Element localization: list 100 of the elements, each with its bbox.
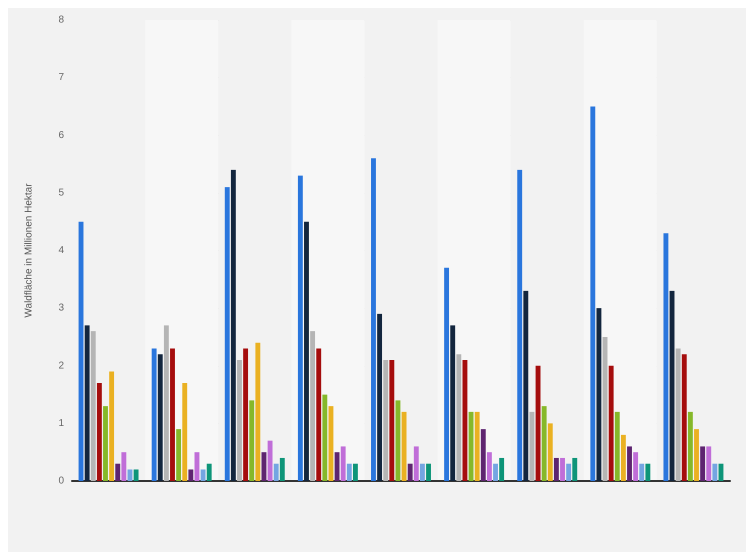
bar (420, 464, 425, 481)
bar (96, 383, 102, 481)
bar (402, 412, 407, 481)
bar (352, 464, 358, 481)
bar (499, 458, 504, 481)
bar (718, 464, 724, 481)
bar (164, 325, 169, 481)
bar (560, 458, 565, 481)
bar (408, 464, 413, 481)
bar (383, 360, 388, 481)
bar (633, 452, 638, 481)
bar (103, 406, 108, 481)
bar (206, 464, 212, 481)
bar (346, 464, 352, 481)
bar (480, 429, 486, 481)
bar (529, 412, 534, 481)
bar (450, 325, 456, 481)
bar (523, 290, 528, 481)
bar (109, 372, 114, 481)
y-tick-label: 3 (58, 302, 64, 314)
bar (389, 360, 394, 481)
y-tick-label: 8 (58, 14, 64, 26)
bar (590, 106, 596, 481)
bar (414, 446, 419, 481)
bar (237, 360, 242, 481)
bar (620, 434, 626, 481)
bar (115, 464, 120, 481)
bar (78, 222, 84, 481)
bar (468, 412, 474, 481)
bar (121, 452, 126, 481)
bar (243, 348, 248, 481)
bar (262, 452, 266, 481)
bar (274, 464, 279, 481)
bar (548, 423, 553, 481)
bar (249, 400, 254, 481)
bar (322, 394, 328, 481)
bar (84, 325, 90, 481)
bar (152, 348, 157, 481)
bar (304, 222, 309, 481)
bar (170, 348, 175, 481)
bar (694, 429, 699, 481)
bar (474, 412, 480, 481)
y-tick-label: 2 (58, 360, 64, 372)
bar (676, 348, 681, 481)
bar (554, 458, 559, 481)
y-tick-label: 0 (58, 476, 64, 486)
bar (639, 464, 644, 481)
bar (371, 158, 376, 481)
bar (224, 187, 230, 481)
bar (700, 446, 706, 481)
bar (230, 170, 236, 481)
bar (200, 469, 206, 481)
bar (456, 354, 462, 481)
bar (682, 354, 687, 481)
bar (536, 366, 540, 481)
bar (134, 469, 139, 481)
bar (377, 314, 382, 481)
bar (602, 336, 608, 481)
bar (182, 383, 188, 481)
bar (255, 342, 260, 481)
bar (280, 458, 285, 481)
y-tick-label: 1 (58, 418, 64, 429)
bar (426, 464, 431, 481)
y-tick-label: 6 (58, 130, 64, 141)
bar (334, 452, 340, 481)
bar (310, 331, 316, 481)
bar (444, 268, 450, 481)
bar (542, 406, 547, 481)
bar (340, 446, 346, 481)
bar (663, 233, 668, 481)
bar (493, 464, 498, 481)
y-tick-label: 7 (58, 72, 64, 84)
bar (395, 400, 400, 481)
bar (462, 360, 468, 481)
y-tick-label: 4 (58, 245, 64, 256)
bar (90, 331, 96, 481)
bar (566, 464, 572, 481)
bar (712, 464, 718, 481)
y-tick-label: 5 (58, 187, 64, 198)
bar (706, 446, 712, 481)
bar (627, 446, 632, 481)
bar (486, 452, 492, 481)
bar (517, 170, 522, 481)
bar (670, 290, 674, 481)
bar (572, 458, 578, 481)
bar (328, 406, 334, 481)
bar (268, 440, 273, 481)
bar (194, 452, 200, 481)
bar (128, 469, 132, 481)
bar (188, 469, 194, 481)
bar (316, 348, 322, 481)
bar (688, 412, 693, 481)
bar (176, 429, 182, 481)
y-axis-title: Waldfläche in Millionen Hektar (24, 182, 34, 318)
bar (645, 464, 650, 481)
bar (608, 366, 614, 481)
bar (614, 412, 620, 481)
bar (596, 308, 602, 481)
bar (298, 176, 303, 481)
bar (158, 354, 163, 481)
